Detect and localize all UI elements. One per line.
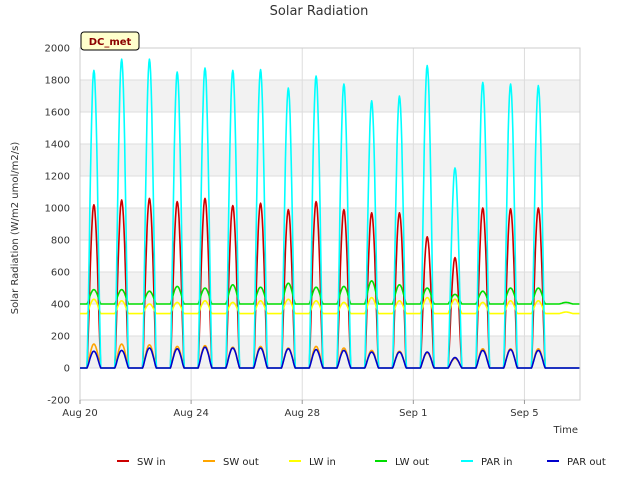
legend-item: SW out: [203, 457, 259, 468]
y-tick-label: 1400: [45, 140, 70, 151]
plot-background-bands: [80, 80, 580, 368]
y-tick-label: 200: [51, 332, 70, 343]
series-line-lw-out: [79, 279, 580, 305]
series-line-lw-in: [79, 296, 580, 315]
y-tick-label: 0: [64, 364, 70, 375]
y-tick-label: 400: [51, 300, 70, 311]
x-tick-label: Aug 24: [173, 408, 208, 419]
station-badge: DC_met: [80, 31, 140, 51]
y-axis-title: Solar Radiation (W/m2 umol/m2/s): [10, 142, 21, 315]
legend-label: LW out: [395, 457, 429, 468]
legend-item: SW in: [117, 457, 166, 468]
legend-label: PAR in: [481, 457, 512, 468]
series-line-par-out: [79, 346, 580, 369]
x-axis: Aug 20 Aug 24 Aug 28 Sep 1 Sep 5: [62, 400, 539, 419]
grid-band: [80, 144, 580, 176]
y-tick-label: 600: [51, 268, 70, 279]
y-tick-label: -200: [47, 396, 70, 407]
grid-band: [80, 272, 580, 304]
plot-frame: [79, 47, 581, 401]
legend-label: LW in: [309, 457, 336, 468]
station-badge-label: DC_met: [89, 37, 132, 48]
x-tick-label: Sep 5: [510, 408, 538, 419]
chart-title: Solar Radiation: [270, 4, 369, 19]
legend-item: LW out: [375, 457, 429, 468]
series-layer: [79, 58, 580, 369]
x-tick-label: Sep 1: [399, 408, 427, 419]
legend-item: PAR out: [547, 457, 606, 468]
grid-band: [80, 336, 580, 368]
x-tick-label: Aug 28: [285, 408, 320, 419]
y-tick-label: 2000: [45, 44, 70, 55]
legend-item: LW in: [289, 457, 336, 468]
legend-label: SW in: [137, 457, 166, 468]
legend-label: SW out: [223, 457, 259, 468]
y-tick-label: 1600: [45, 108, 70, 119]
legend-label: PAR out: [567, 457, 606, 468]
y-tick-label: 800: [51, 236, 70, 247]
grid-band: [80, 80, 580, 112]
y-tick-label: 1800: [45, 76, 70, 87]
legend-item: PAR in: [461, 457, 512, 468]
y-axis: -200 0 200 400 600 800 1000 1200 1400 1600 1800 200…: [45, 44, 70, 407]
legend: SW in SW out LW in LW out PAR in PAR out: [117, 457, 606, 468]
y-tick-label: 1000: [45, 204, 70, 215]
x-tick-label: Aug 20: [62, 408, 97, 419]
grid-band: [80, 208, 580, 240]
y-tick-label: 1200: [45, 172, 70, 183]
x-axis-title: Time: [553, 425, 578, 436]
